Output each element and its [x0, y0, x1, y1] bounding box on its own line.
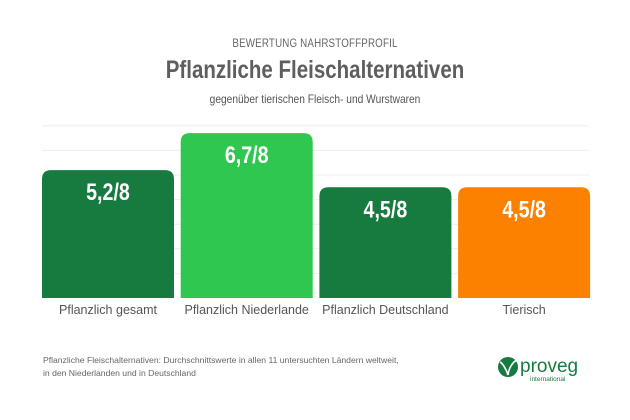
- data-label: 4,5/8: [364, 195, 408, 222]
- logo-text: proveg: [520, 356, 578, 377]
- chart-subtitle: gegenüber tierischen Fleisch- und Wurstw…: [209, 92, 421, 106]
- category-label: Pflanzlich Deutschland: [322, 303, 449, 317]
- category-label: Tierisch: [502, 303, 545, 317]
- chart-title: Pflanzliche Fleischalternativen: [165, 56, 465, 84]
- logo-subtext: international: [530, 376, 566, 383]
- data-label: 6,7/8: [225, 141, 269, 168]
- data-label: 4,5/8: [502, 195, 546, 222]
- bar-chart: 5,2/8 Pflanzlich gesamt 6,7/8 Pflanzlich Ni…: [42, 125, 591, 317]
- data-label: 5,2/8: [86, 178, 130, 205]
- footnote-line-2: in den Niederlanden und in Deutschland: [43, 368, 196, 378]
- chart-kicker: BEWERTUNG NÄHRSTOFFPROFIL: [232, 38, 398, 50]
- proveg-logo: proveg international: [498, 356, 578, 383]
- bar: [319, 187, 452, 298]
- category-label: Pflanzlich gesamt: [59, 303, 157, 317]
- footnote-line-1: Pflanzliche Fleischalternativen: Durchsc…: [43, 355, 399, 365]
- bar: [180, 133, 313, 298]
- footnote: Pflanzliche Fleischalternativen: Durchsc…: [43, 354, 399, 380]
- category-label: Pflanzlich Niederlande: [185, 303, 309, 317]
- bar: [42, 170, 174, 298]
- bar: [458, 187, 591, 298]
